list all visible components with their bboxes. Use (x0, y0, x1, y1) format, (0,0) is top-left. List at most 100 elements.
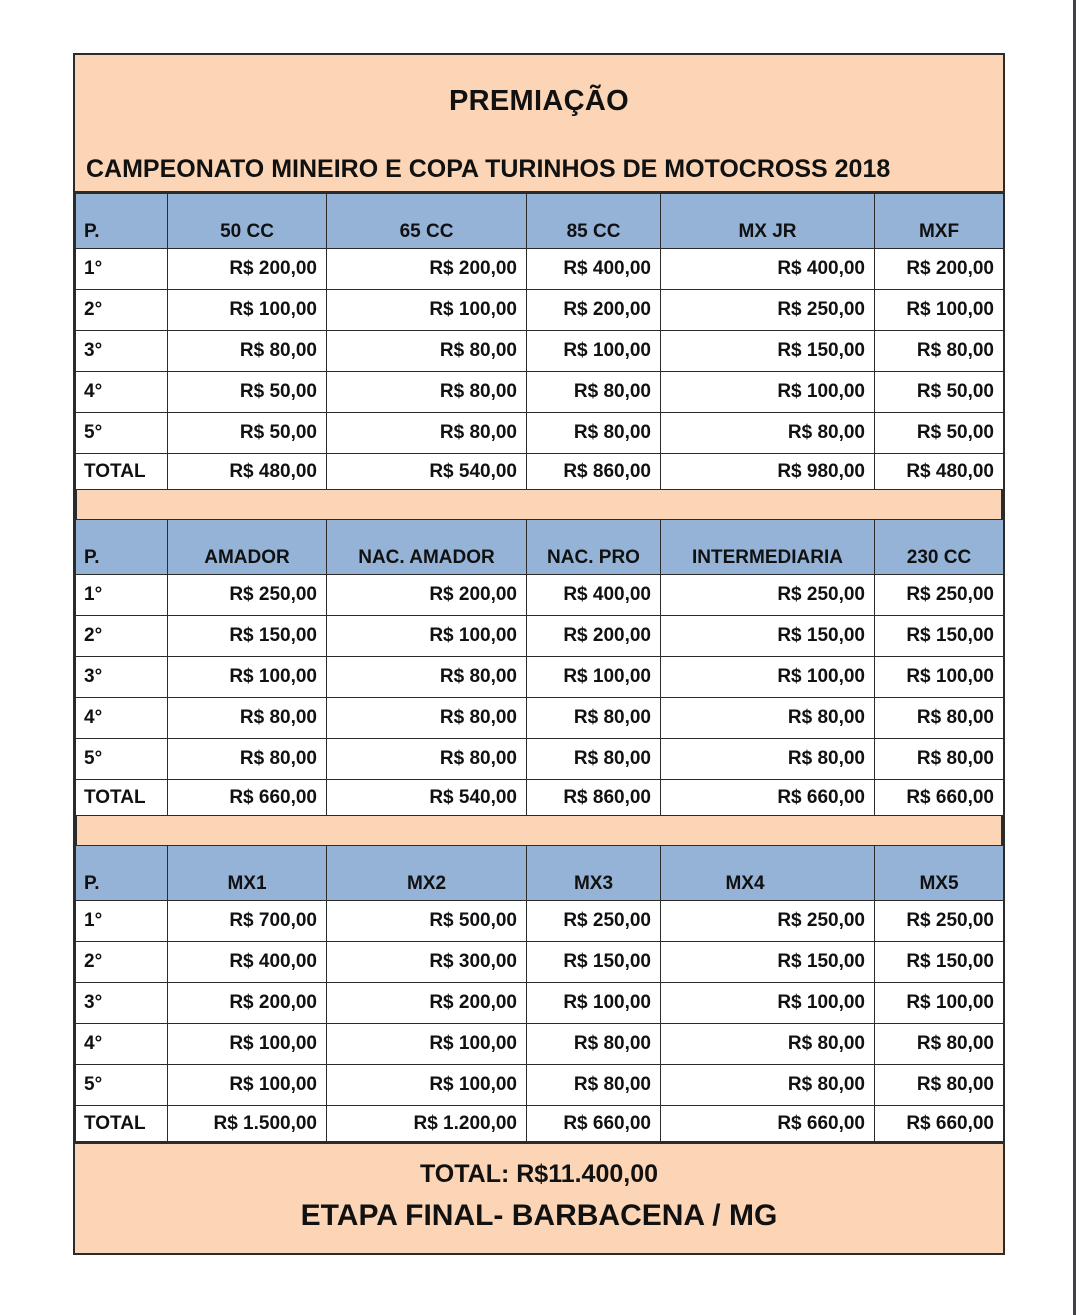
table-row: 5° R$ 80,00 R$ 80,00 R$ 80,00 R$ 80,00 R… (75, 738, 1004, 780)
prize-value: R$ 80,00 (660, 1064, 875, 1106)
prize-value: R$ 400,00 (526, 248, 661, 290)
table-row: 2° R$ 400,00 R$ 300,00 R$ 150,00 R$ 150,… (75, 941, 1004, 983)
prize-value: R$ 150,00 (660, 330, 875, 372)
section-spacer (75, 490, 1003, 519)
column-header-position: P. (75, 193, 168, 249)
table-row: 3° R$ 80,00 R$ 80,00 R$ 100,00 R$ 150,00… (75, 330, 1004, 372)
prize-value: R$ 100,00 (526, 982, 661, 1024)
column-header-category: 230 CC (874, 519, 1004, 575)
table-total-row: TOTAL R$ 660,00 R$ 540,00 R$ 860,00 R$ 6… (75, 779, 1004, 816)
prize-value: R$ 80,00 (526, 738, 661, 780)
prize-value: R$ 80,00 (660, 738, 875, 780)
prize-value: R$ 150,00 (660, 941, 875, 983)
prize-value: R$ 200,00 (167, 982, 327, 1024)
prize-value: R$ 80,00 (326, 656, 527, 698)
column-header-category: NAC. AMADOR (326, 519, 527, 575)
prize-value: R$ 100,00 (660, 982, 875, 1024)
column-header-category: MX1 (167, 845, 327, 901)
prize-value: R$ 300,00 (326, 941, 527, 983)
table-row: 1° R$ 700,00 R$ 500,00 R$ 250,00 R$ 250,… (75, 900, 1004, 942)
column-header-category: INTERMEDIARIA (660, 519, 875, 575)
total-value: R$ 1.200,00 (326, 1105, 527, 1142)
prize-value: R$ 250,00 (660, 900, 875, 942)
prize-value: R$ 100,00 (874, 656, 1004, 698)
prize-value: R$ 150,00 (874, 941, 1004, 983)
total-value: R$ 660,00 (874, 779, 1004, 816)
column-header-position: P. (75, 845, 168, 901)
column-header-category: MX2 (326, 845, 527, 901)
prize-table-3: P. MX1 MX2 MX3 MX4 MX5 1° R$ 700,00 R$ 5… (75, 845, 1004, 1142)
prize-value: R$ 50,00 (167, 412, 327, 454)
prize-value: R$ 80,00 (874, 738, 1004, 780)
prize-value: R$ 250,00 (526, 900, 661, 942)
total-value: R$ 660,00 (660, 1105, 875, 1142)
total-label: TOTAL (75, 1105, 168, 1142)
total-label: TOTAL (75, 779, 168, 816)
prize-value: R$ 200,00 (874, 248, 1004, 290)
table-row: 1° R$ 250,00 R$ 200,00 R$ 400,00 R$ 250,… (75, 574, 1004, 616)
prize-value: R$ 80,00 (526, 412, 661, 454)
column-header-category: MX JR (660, 193, 875, 249)
column-header-category: 50 CC (167, 193, 327, 249)
prize-value: R$ 50,00 (874, 412, 1004, 454)
table-total-row: TOTAL R$ 480,00 R$ 540,00 R$ 860,00 R$ 9… (75, 453, 1004, 490)
row-position: 1° (75, 574, 168, 616)
prize-value: R$ 80,00 (526, 697, 661, 739)
prize-value: R$ 80,00 (874, 1064, 1004, 1106)
prize-value: R$ 80,00 (526, 1023, 661, 1065)
event-stage: ETAPA FINAL- BARBACENA / MG (300, 1199, 778, 1232)
grand-total: TOTAL: R$11.400,00 (419, 1160, 659, 1188)
total-value: R$ 660,00 (526, 1105, 661, 1142)
total-value: R$ 860,00 (526, 779, 661, 816)
column-header-category: NAC. PRO (526, 519, 661, 575)
prize-value: R$ 80,00 (326, 412, 527, 454)
column-header-category: MX5 (874, 845, 1004, 901)
prize-value: R$ 200,00 (526, 289, 661, 331)
prize-value: R$ 400,00 (660, 248, 875, 290)
document-banner: PREMIAÇÃO CAMPEONATO MINEIRO E COPA TURI… (75, 55, 1003, 193)
row-position: 1° (75, 900, 168, 942)
prize-value: R$ 200,00 (167, 248, 327, 290)
total-value: R$ 540,00 (326, 779, 527, 816)
table-header-row: P. 50 CC 65 CC 85 CC MX JR MXF (75, 193, 1004, 249)
prize-value: R$ 100,00 (167, 656, 327, 698)
table-row: 5° R$ 50,00 R$ 80,00 R$ 80,00 R$ 80,00 R… (75, 412, 1004, 454)
table-row: 4° R$ 100,00 R$ 100,00 R$ 80,00 R$ 80,00… (75, 1023, 1004, 1065)
prize-value: R$ 150,00 (660, 615, 875, 657)
prize-value: R$ 200,00 (526, 615, 661, 657)
table-row: 3° R$ 100,00 R$ 80,00 R$ 100,00 R$ 100,0… (75, 656, 1004, 698)
row-position: 4° (75, 1023, 168, 1065)
column-header-category: MX3 (526, 845, 661, 901)
prize-value: R$ 500,00 (326, 900, 527, 942)
prize-value: R$ 250,00 (660, 289, 875, 331)
column-header-category: 65 CC (326, 193, 527, 249)
prize-value: R$ 100,00 (526, 330, 661, 372)
prize-value: R$ 400,00 (526, 574, 661, 616)
row-position: 4° (75, 697, 168, 739)
prize-value: R$ 100,00 (326, 289, 527, 331)
page-border (1073, 0, 1076, 1315)
prize-value: R$ 80,00 (167, 330, 327, 372)
row-position: 3° (75, 330, 168, 372)
total-value: R$ 480,00 (874, 453, 1004, 490)
prize-money-sheet: PREMIAÇÃO CAMPEONATO MINEIRO E COPA TURI… (73, 53, 1005, 1255)
page-subtitle: CAMPEONATO MINEIRO E COPA TURINHOS DE MO… (86, 155, 891, 183)
total-value: R$ 660,00 (874, 1105, 1004, 1142)
row-position: 4° (75, 371, 168, 413)
prize-value: R$ 80,00 (874, 330, 1004, 372)
row-position: 3° (75, 982, 168, 1024)
table-header-row: P. AMADOR NAC. AMADOR NAC. PRO INTERMEDI… (75, 519, 1004, 575)
prize-value: R$ 50,00 (167, 371, 327, 413)
prize-value: R$ 100,00 (660, 656, 875, 698)
prize-value: R$ 100,00 (874, 982, 1004, 1024)
total-label: TOTAL (75, 453, 168, 490)
total-value: R$ 540,00 (326, 453, 527, 490)
row-position: 2° (75, 941, 168, 983)
prize-value: R$ 150,00 (874, 615, 1004, 657)
column-header-category: AMADOR (167, 519, 327, 575)
prize-value: R$ 400,00 (167, 941, 327, 983)
table-row: 2° R$ 100,00 R$ 100,00 R$ 200,00 R$ 250,… (75, 289, 1004, 331)
total-value: R$ 480,00 (167, 453, 327, 490)
column-header-position: P. (75, 519, 168, 575)
prize-value: R$ 100,00 (526, 656, 661, 698)
